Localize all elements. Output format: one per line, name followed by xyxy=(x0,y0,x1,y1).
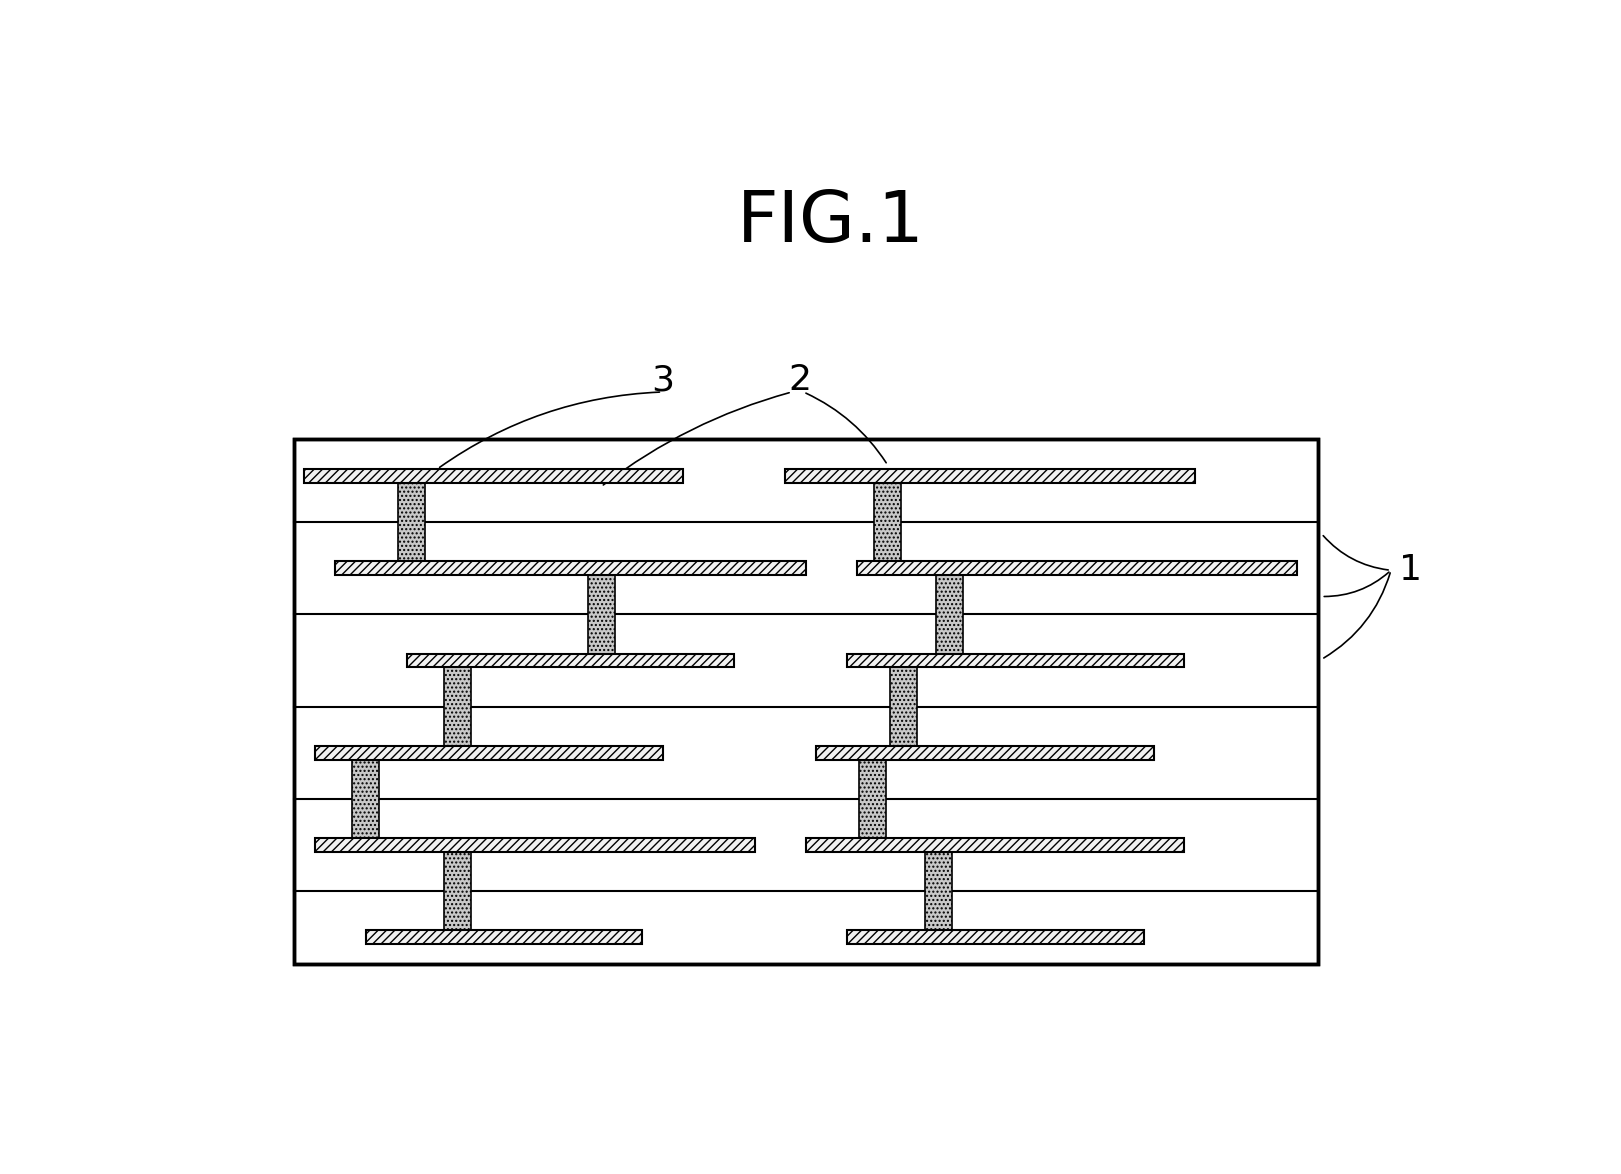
Bar xyxy=(874,483,901,561)
Bar xyxy=(785,468,1195,483)
Bar xyxy=(336,561,806,575)
Bar xyxy=(314,745,663,760)
Bar xyxy=(846,930,1143,944)
Bar xyxy=(305,468,682,483)
Text: 3: 3 xyxy=(650,364,674,398)
Bar xyxy=(366,930,642,944)
Text: 1: 1 xyxy=(1399,553,1422,587)
Bar xyxy=(846,654,1185,667)
Bar xyxy=(926,852,952,930)
Bar xyxy=(858,561,1297,575)
Bar xyxy=(806,838,1185,852)
Bar xyxy=(444,852,472,930)
Bar xyxy=(293,439,1318,964)
Bar xyxy=(352,760,379,838)
Bar xyxy=(935,575,963,654)
Bar xyxy=(314,838,755,852)
Bar xyxy=(588,575,614,654)
Bar xyxy=(444,667,472,745)
Text: FIG.1: FIG.1 xyxy=(738,188,924,257)
Bar xyxy=(815,745,1154,760)
Bar xyxy=(859,760,885,838)
Bar xyxy=(407,654,734,667)
Bar xyxy=(293,439,1318,964)
Bar xyxy=(890,667,916,745)
Bar xyxy=(399,483,425,561)
Text: 2: 2 xyxy=(788,364,810,398)
